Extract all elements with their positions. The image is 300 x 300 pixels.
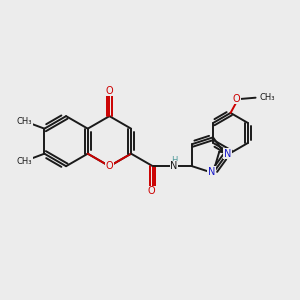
Text: N: N — [208, 167, 215, 176]
Text: O: O — [148, 186, 155, 196]
Text: CH₃: CH₃ — [16, 117, 32, 126]
Text: H: H — [171, 156, 177, 165]
Text: N: N — [224, 149, 231, 159]
Text: CH₃: CH₃ — [16, 157, 32, 166]
Text: CH₃: CH₃ — [260, 93, 275, 102]
Text: N: N — [170, 161, 178, 171]
Text: O: O — [233, 94, 240, 103]
Text: O: O — [106, 161, 113, 171]
Text: O: O — [106, 86, 113, 96]
